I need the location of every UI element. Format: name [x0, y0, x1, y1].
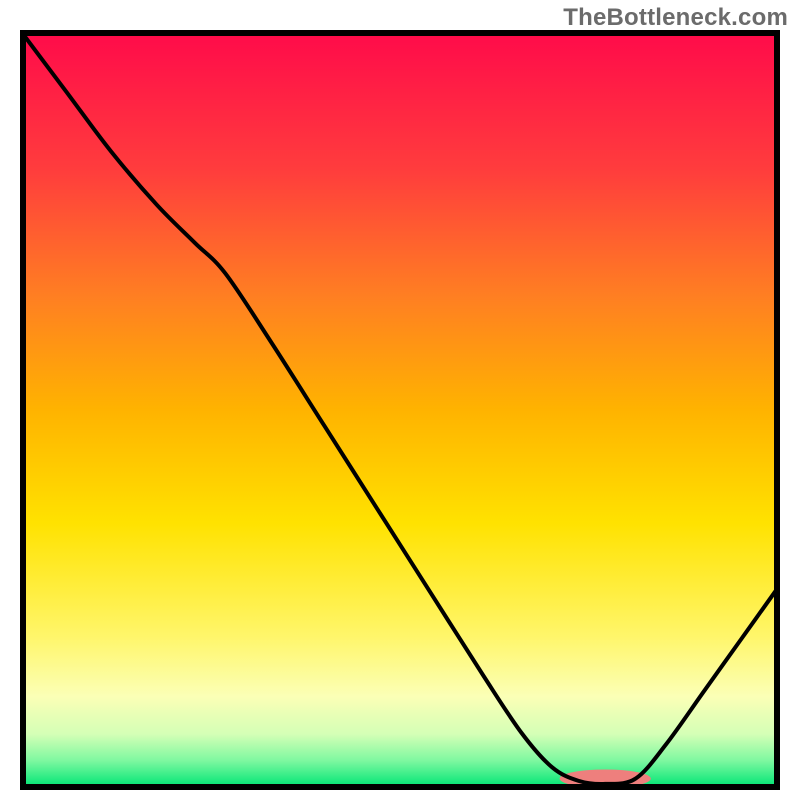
- gradient-background: [23, 33, 777, 787]
- bottleneck-curve-chart: [0, 0, 800, 800]
- chart-container: { "watermark": { "text": "TheBottleneck.…: [0, 0, 800, 800]
